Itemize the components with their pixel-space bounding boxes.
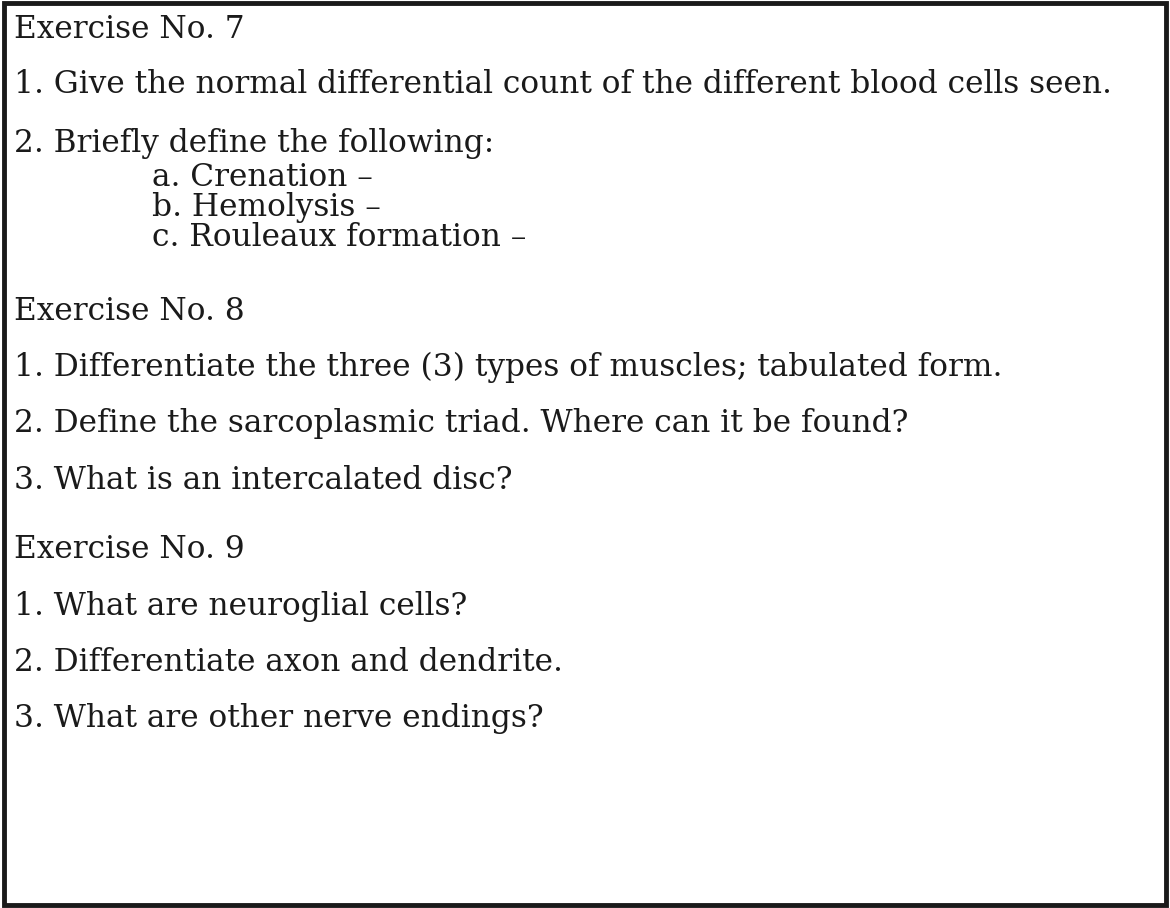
Text: b. Hemolysis –: b. Hemolysis – [152,192,381,223]
Text: 3. What are other nerve endings?: 3. What are other nerve endings? [14,704,544,735]
Text: 3. What is an intercalated disc?: 3. What is an intercalated disc? [14,465,512,496]
Text: c. Rouleaux formation –: c. Rouleaux formation – [152,222,526,253]
Text: 2. Differentiate axon and dendrite.: 2. Differentiate axon and dendrite. [14,647,563,678]
Text: a. Crenation –: a. Crenation – [152,163,373,193]
Text: 1. What are neuroglial cells?: 1. What are neuroglial cells? [14,591,467,622]
Text: Exercise No. 9: Exercise No. 9 [14,535,245,566]
Text: 1. Differentiate the three (3) types of muscles; tabulated form.: 1. Differentiate the three (3) types of … [14,351,1003,383]
Text: 2. Briefly define the following:: 2. Briefly define the following: [14,128,494,159]
Text: 1. Give the normal differential count of the different blood cells seen.: 1. Give the normal differential count of… [14,69,1112,100]
Text: Exercise No. 7: Exercise No. 7 [14,15,245,45]
Text: 2. Define the sarcoplasmic triad. Where can it be found?: 2. Define the sarcoplasmic triad. Where … [14,409,908,439]
Text: Exercise No. 8: Exercise No. 8 [14,296,245,327]
